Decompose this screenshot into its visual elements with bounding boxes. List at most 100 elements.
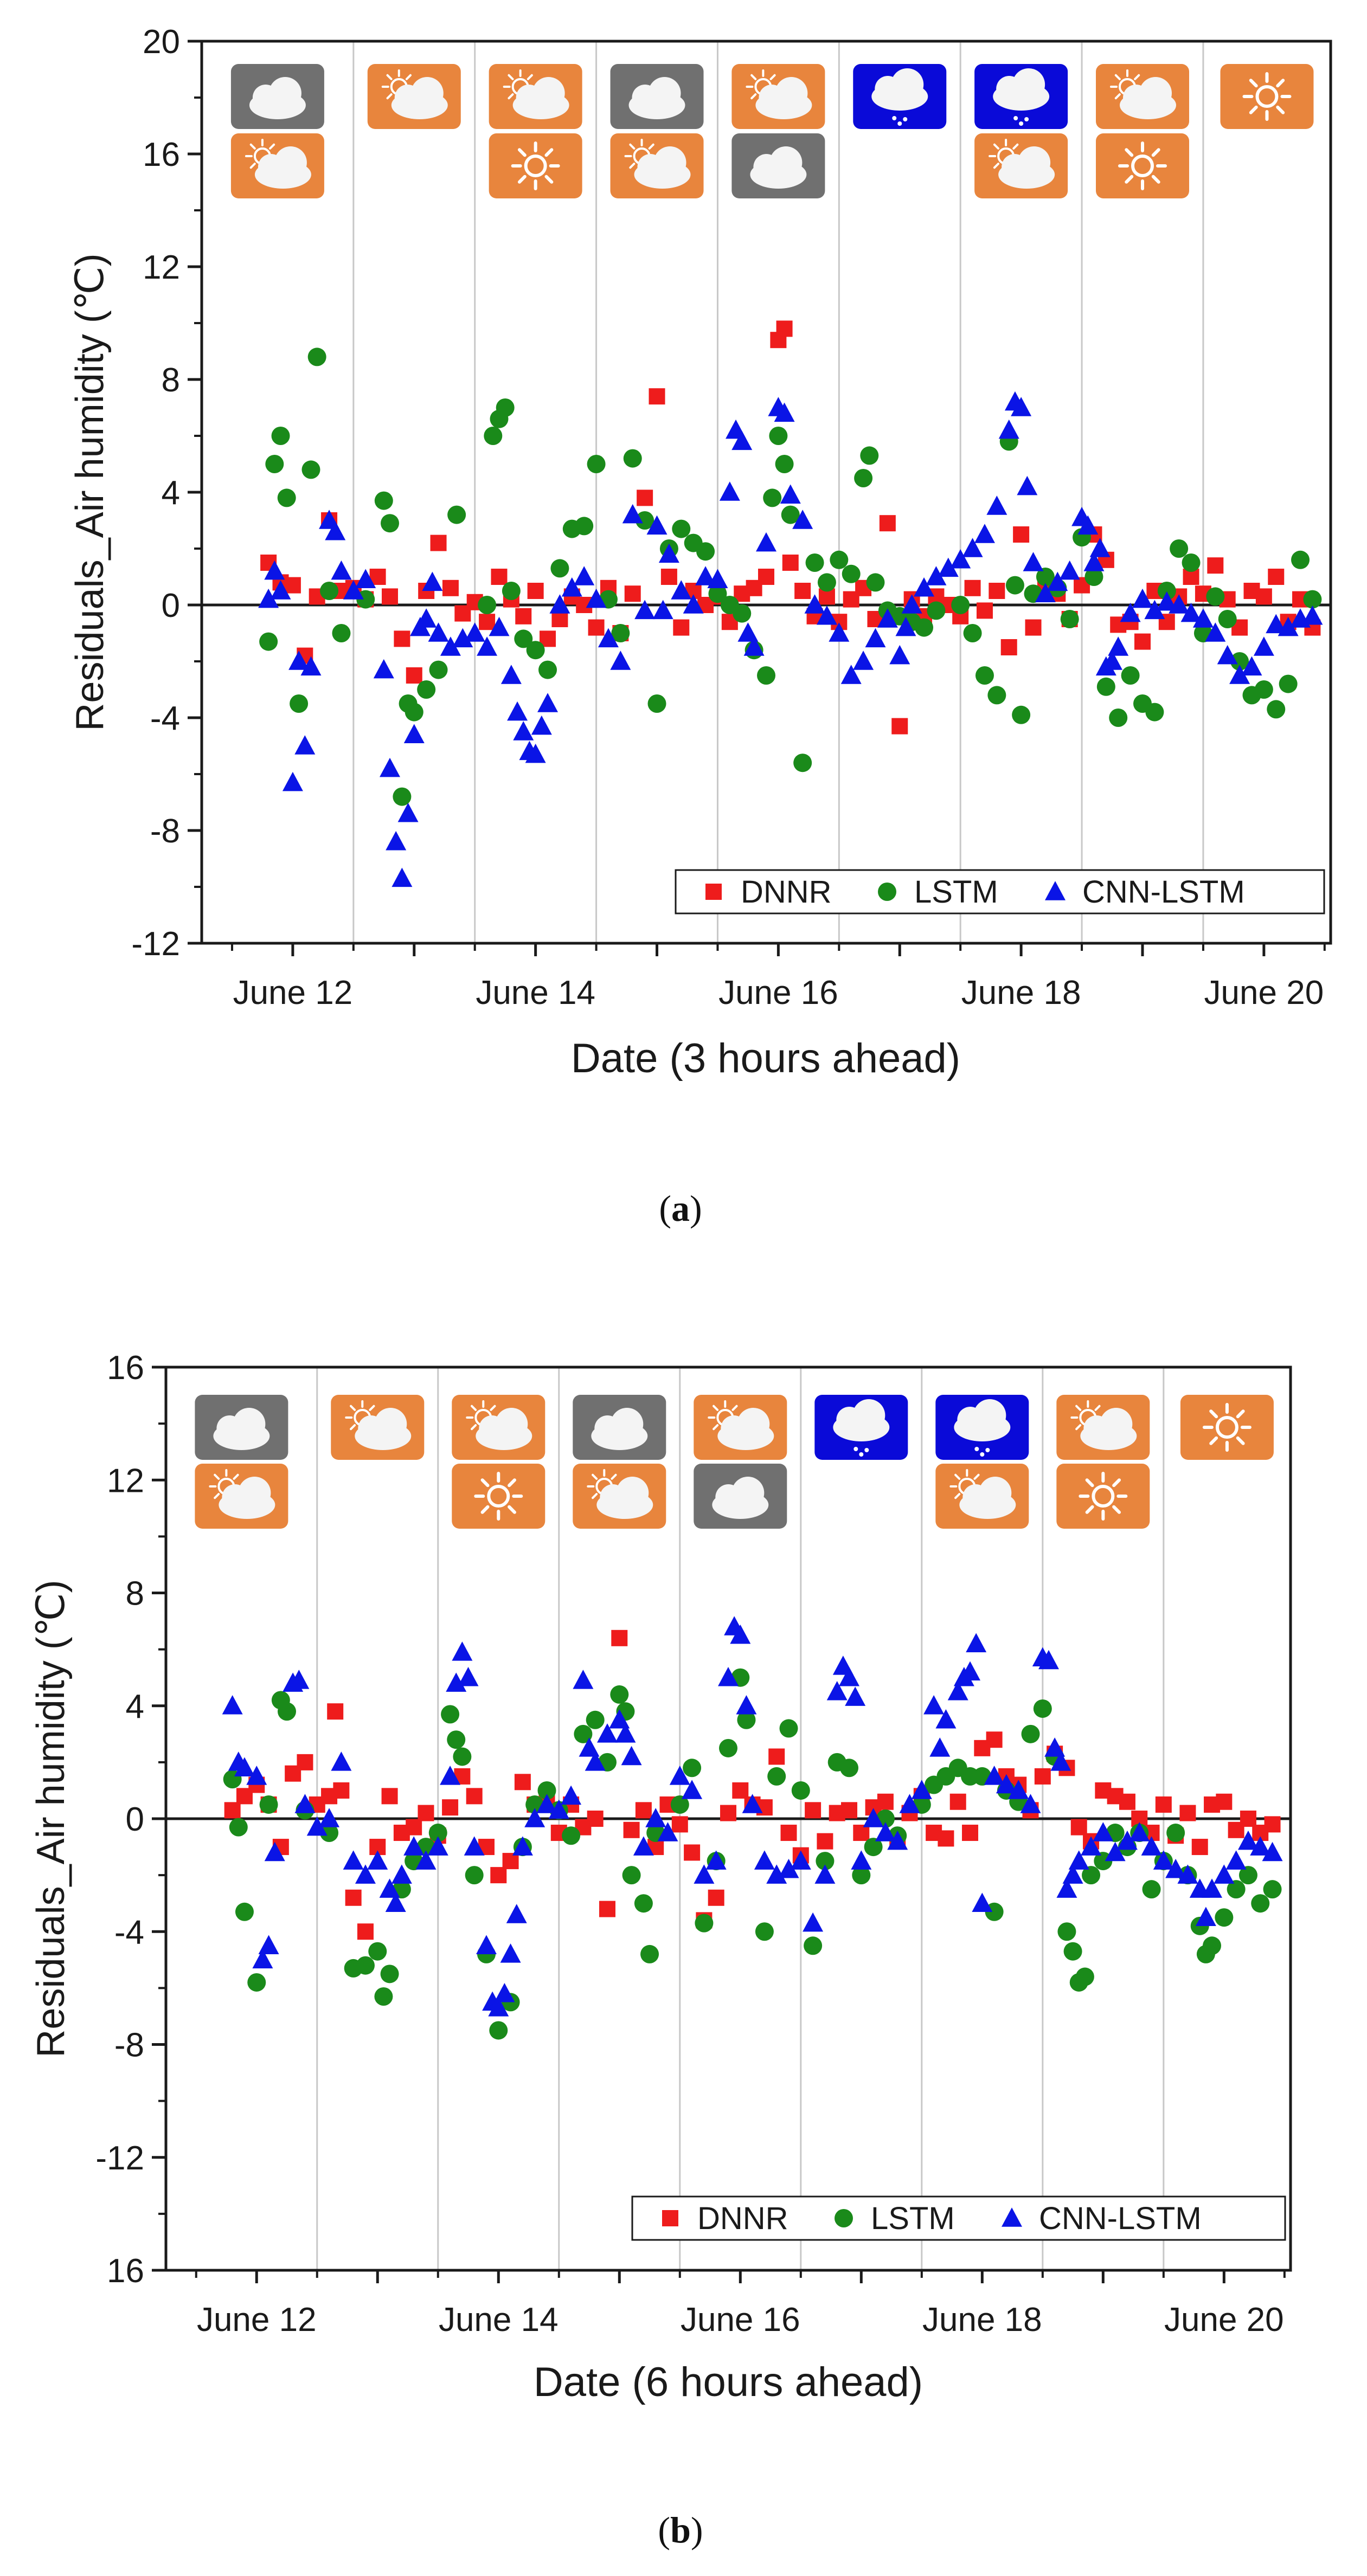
- sunny-weather-icon: [452, 1464, 545, 1529]
- dnnr-point: [430, 534, 447, 551]
- lstm-point: [719, 1738, 737, 1757]
- y-tick-label: 0: [126, 1801, 144, 1838]
- lstm-point: [737, 1710, 756, 1729]
- dnnr-point: [1119, 1793, 1135, 1810]
- cnn-lstm-point: [574, 566, 595, 585]
- lstm-point: [1142, 1880, 1161, 1899]
- dnnr-point: [776, 320, 793, 337]
- lstm-point: [672, 519, 691, 538]
- dnnr-point: [1070, 1819, 1087, 1836]
- cnn-lstm-point: [270, 580, 291, 600]
- legend: DNNR LSTM CNN-LSTM: [631, 2195, 1286, 2241]
- lstm-point: [775, 455, 794, 473]
- dnnr-point: [515, 608, 532, 624]
- dnnr-point: [708, 1889, 724, 1906]
- cnn-lstm-point: [766, 1864, 787, 1884]
- dnnr-point: [962, 1825, 979, 1841]
- dnnr-point: [491, 569, 508, 585]
- lstm-point: [1005, 576, 1024, 595]
- lstm-point: [610, 1685, 629, 1704]
- y-tick-label: 16: [107, 1349, 144, 1387]
- cnn-lstm-point: [403, 1836, 425, 1856]
- lstm-point: [1254, 680, 1273, 699]
- partly-cloudy-weather-icon: [974, 133, 1068, 198]
- lstm-point: [1203, 1936, 1222, 1955]
- cnn-lstm-point: [718, 1666, 739, 1686]
- lstm-point: [526, 641, 545, 660]
- x-tick-label: June 12: [197, 2301, 317, 2339]
- cnn-lstm-point: [427, 1836, 448, 1856]
- cloudy-weather-icon: [195, 1395, 288, 1460]
- lstm-point: [489, 2021, 508, 2040]
- lstm-point: [1166, 1824, 1185, 1843]
- cnn-lstm-point: [865, 628, 886, 648]
- cnn-lstm-point: [1083, 552, 1105, 571]
- lstm-point: [975, 666, 994, 685]
- cnn-lstm-point: [391, 1864, 412, 1884]
- dnnr-point: [637, 490, 653, 506]
- cnn-lstm-point: [385, 1892, 406, 1912]
- cnn-lstm-point: [1278, 616, 1299, 636]
- lstm-point: [538, 660, 557, 679]
- cnn-lstm-point: [264, 1841, 285, 1862]
- lstm-point: [417, 680, 436, 699]
- cnn-lstm-point: [531, 715, 552, 735]
- cnn-lstm-point: [966, 1633, 987, 1652]
- cnn-lstm-point: [476, 1935, 497, 1955]
- legend-label-dnnr: DNNR: [697, 2201, 788, 2236]
- cnn-lstm-point: [1044, 1737, 1066, 1757]
- cnn-lstm-point: [524, 1808, 545, 1827]
- cnn-lstm-point: [652, 600, 673, 620]
- dnnr-point: [780, 1825, 797, 1841]
- lstm-point: [393, 787, 412, 806]
- cnn-lstm-point: [397, 803, 419, 822]
- y-tick-label: -12: [131, 925, 180, 963]
- cnn-lstm-point: [1241, 656, 1262, 676]
- dnnr-point: [1155, 1796, 1172, 1813]
- x-tick-label: June 20: [1164, 2301, 1284, 2339]
- cnn-lstm-point: [803, 1912, 824, 1932]
- x-tick-label: June 16: [681, 2301, 800, 2339]
- dnnr-point: [587, 1811, 604, 1827]
- cnn-lstm-point: [737, 622, 759, 642]
- dnnr-point: [964, 579, 981, 596]
- lstm-point: [864, 1838, 883, 1857]
- cnn-lstm-point: [1047, 571, 1068, 591]
- cnn-lstm-point: [895, 616, 916, 636]
- cnn-lstm-point: [294, 735, 316, 755]
- dnnr-point: [357, 1923, 374, 1940]
- dnnr-point: [976, 602, 993, 619]
- cnn-lstm-point: [1266, 614, 1287, 634]
- cnn-lstm-point: [816, 606, 837, 625]
- cnn-lstm-point: [598, 628, 619, 648]
- dnnr-point: [1179, 1805, 1196, 1821]
- lstm-point: [1291, 550, 1310, 569]
- cnn-lstm-point: [1225, 1850, 1247, 1870]
- cnn-lstm-point: [392, 867, 413, 887]
- cnn-lstm-point: [1050, 1751, 1071, 1771]
- lstm-point: [1033, 1699, 1052, 1718]
- partly-cloudy-weather-icon: [195, 1464, 288, 1529]
- cnn-lstm-point: [938, 557, 959, 577]
- dnnr-point: [327, 1703, 344, 1720]
- cnn-lstm-point: [804, 594, 825, 614]
- cnn-lstm-point: [1202, 1878, 1223, 1898]
- day-separators: [352, 41, 1204, 943]
- lstm-point: [1170, 539, 1189, 558]
- cnn-lstm-point: [319, 1808, 340, 1827]
- lstm-point: [465, 1866, 484, 1885]
- lstm-point: [1206, 587, 1225, 606]
- cnn-lstm-point: [300, 656, 322, 676]
- lstm-point: [733, 604, 752, 623]
- legend-marker-lstm: [835, 2209, 853, 2227]
- lstm-point: [622, 1866, 641, 1885]
- lstm-point: [842, 564, 861, 583]
- cnn-lstm-point: [996, 1774, 1017, 1794]
- lstm-point: [381, 514, 399, 533]
- lstm-point: [695, 1914, 714, 1933]
- cnn-lstm-point: [549, 594, 570, 614]
- cnn-lstm-point: [743, 636, 765, 656]
- cnn-lstm-point: [707, 569, 728, 588]
- dnnr-point: [758, 569, 774, 585]
- dnnr-point: [1191, 1839, 1208, 1856]
